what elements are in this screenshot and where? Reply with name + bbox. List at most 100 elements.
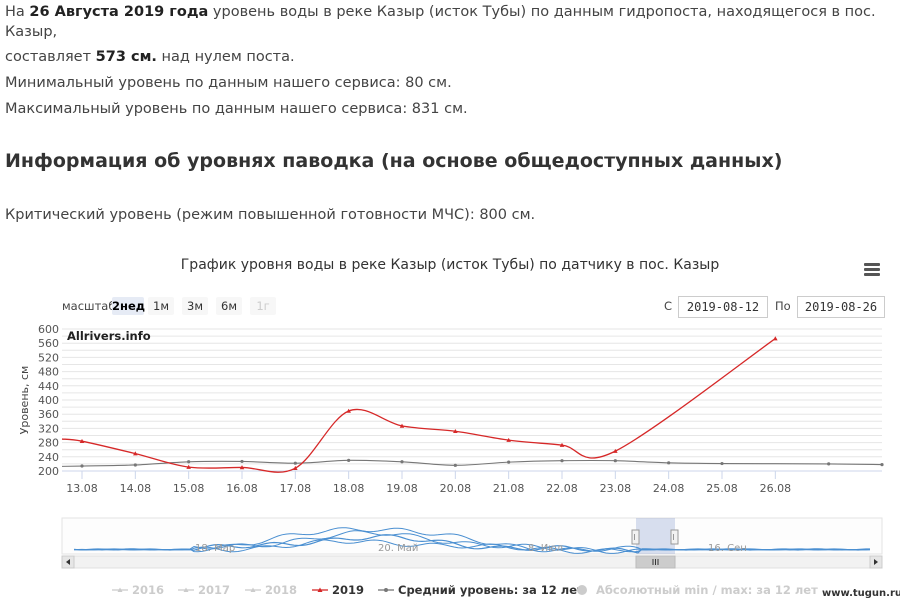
navigator-labels: 18. Мар 20. Май 8. Июл 16. Сен <box>195 543 747 554</box>
series-2019-point[interactable] <box>133 451 138 456</box>
range-button-1year[interactable]: 1г <box>250 297 276 315</box>
from-date-input[interactable]: 2019-08-12 <box>678 296 768 318</box>
series-2019-point[interactable] <box>346 408 351 413</box>
scroll-left-arrow-icon <box>66 559 70 565</box>
series-average-line[interactable] <box>61 459 883 467</box>
legend-item[interactable]: 2018 <box>245 583 297 597</box>
range-button-3months[interactable]: 3м <box>182 297 208 315</box>
x-tick-label: 24.08 <box>653 482 685 495</box>
y-tick-label: 200 <box>38 465 59 478</box>
y-tick-label: 360 <box>38 408 59 421</box>
x-tick-label: 22.08 <box>546 482 578 495</box>
series-2019-point[interactable] <box>399 423 405 428</box>
x-tick-label: 21.08 <box>493 482 525 495</box>
legend-label[interactable]: 2017 <box>198 583 230 597</box>
navigator-scrollbar[interactable] <box>61 555 883 569</box>
y-axis-label: Уровень, см <box>18 366 31 435</box>
y-tick-label: 280 <box>38 437 59 450</box>
x-tick-label: 18.08 <box>333 482 365 495</box>
site-watermark: www.tugun.ru <box>822 588 900 599</box>
navigator-label: 20. Май <box>378 543 418 554</box>
intro-line-2: составляет 573 см. над нулем поста. <box>5 47 885 67</box>
x-tick-label: 26.08 <box>760 482 792 495</box>
x-tick-label: 25.08 <box>706 482 738 495</box>
legend-triangle-icon <box>317 587 323 592</box>
series-average-point[interactable] <box>880 463 884 467</box>
navigator-label: 8. Июл <box>528 543 563 554</box>
x-tick-label: 19.08 <box>386 482 418 495</box>
series-average-point[interactable] <box>613 459 617 463</box>
intro-level: 573 см. <box>95 49 157 65</box>
series-average-point[interactable] <box>720 461 724 466</box>
flood-heading: Информация об уровнях паводка (на основе… <box>5 150 783 172</box>
series-average-point[interactable] <box>80 464 84 468</box>
x-tick-label: 16.08 <box>226 482 258 495</box>
navigator-label: 16. Сен <box>708 543 747 554</box>
range-button-6months[interactable]: 6м <box>216 297 242 315</box>
range-button-2weeks[interactable]: 2нед <box>112 297 146 315</box>
series-average-point[interactable] <box>827 462 831 466</box>
series-2019-point[interactable] <box>613 448 618 453</box>
series-2019-point[interactable] <box>559 442 565 447</box>
legend-triangle-icon <box>183 587 189 592</box>
intro-paragraph: На 26 Августа 2019 года уровень воды в р… <box>5 2 885 67</box>
legend-dot-icon <box>577 585 587 595</box>
series-2019-point[interactable] <box>293 465 298 470</box>
legend-item[interactable]: 2016 <box>112 583 164 597</box>
series-average-point[interactable] <box>187 460 191 464</box>
legend-circle-icon <box>384 588 388 592</box>
navigator-selection[interactable] <box>636 518 675 554</box>
series-2019-point[interactable] <box>453 428 458 434</box>
legend-label[interactable]: Средний уровень: за 12 лет <box>398 583 584 597</box>
series-average-point[interactable] <box>347 458 351 462</box>
legend-label[interactable]: Абсолютный min / max: за 12 лет <box>596 583 818 597</box>
scrollbar-track[interactable] <box>61 555 883 569</box>
series-average-point[interactable] <box>293 461 297 465</box>
series-average-point[interactable] <box>453 463 457 467</box>
intro-text-2: уровень воды в реке Казыр (исток Тубы) п… <box>5 4 876 40</box>
navigator-handle-right[interactable] <box>670 529 679 545</box>
range-selector-label: масштаб <box>62 299 116 313</box>
x-tick-label: 20.08 <box>440 482 472 495</box>
chart-credit: Allrivers.info <box>67 329 151 343</box>
series-2019-point[interactable] <box>239 465 245 470</box>
y-tick-label: 480 <box>38 366 59 379</box>
chart-title: График уровня воды в реке Казыр (исток Т… <box>180 257 720 273</box>
to-date-label: По <box>775 299 791 313</box>
series-2019-point[interactable] <box>773 336 778 341</box>
series-average-point[interactable] <box>560 459 564 463</box>
legend-label[interactable]: 2018 <box>265 583 297 597</box>
from-date-label: С <box>664 299 673 313</box>
x-tick-label: 13.08 <box>66 482 98 495</box>
series-2019-line[interactable] <box>61 338 776 473</box>
series-average-point[interactable] <box>133 463 137 467</box>
series-2019-point[interactable] <box>186 464 191 469</box>
scroll-right-arrow-icon <box>874 559 878 565</box>
legend-label[interactable]: 2019 <box>332 583 364 597</box>
x-tick-label: 14.08 <box>120 482 152 495</box>
series-2019-point[interactable] <box>506 437 511 442</box>
hamburger-menu-icon[interactable] <box>864 263 880 277</box>
max-level-text: Максимальный уровень по данным нашего се… <box>5 101 468 117</box>
to-date-input[interactable]: 2019-08-26 <box>797 296 885 318</box>
intro-date: 26 Августа 2019 года <box>29 4 209 20</box>
legend-item[interactable]: 2017 <box>178 583 230 597</box>
series-layer <box>61 336 884 473</box>
legend-item[interactable]: Средний уровень: за 12 лет <box>378 583 584 597</box>
legend-item[interactable]: Абсолютный min / max: за 12 лет <box>577 583 818 597</box>
navigator-handle-left[interactable] <box>631 529 640 545</box>
legend-label[interactable]: 2016 <box>132 583 164 597</box>
series-average-point[interactable] <box>400 460 404 464</box>
intro-text-1: На <box>5 4 30 20</box>
navigator-label: 18. Мар <box>195 543 235 554</box>
navigator[interactable]: 18. Мар 20. Май 8. Июл 16. Сен <box>61 517 883 555</box>
series-average-point[interactable] <box>667 461 671 465</box>
legend-item[interactable]: 2019 <box>312 583 364 597</box>
series-average-point[interactable] <box>240 459 244 464</box>
range-button-1month[interactable]: 1м <box>148 297 174 315</box>
series-2019-point[interactable] <box>79 438 85 443</box>
x-tick-label: 15.08 <box>173 482 205 495</box>
y-tick-label: 520 <box>38 351 59 364</box>
y-tick-label: 600 <box>38 323 59 336</box>
series-average-point[interactable] <box>507 460 511 464</box>
